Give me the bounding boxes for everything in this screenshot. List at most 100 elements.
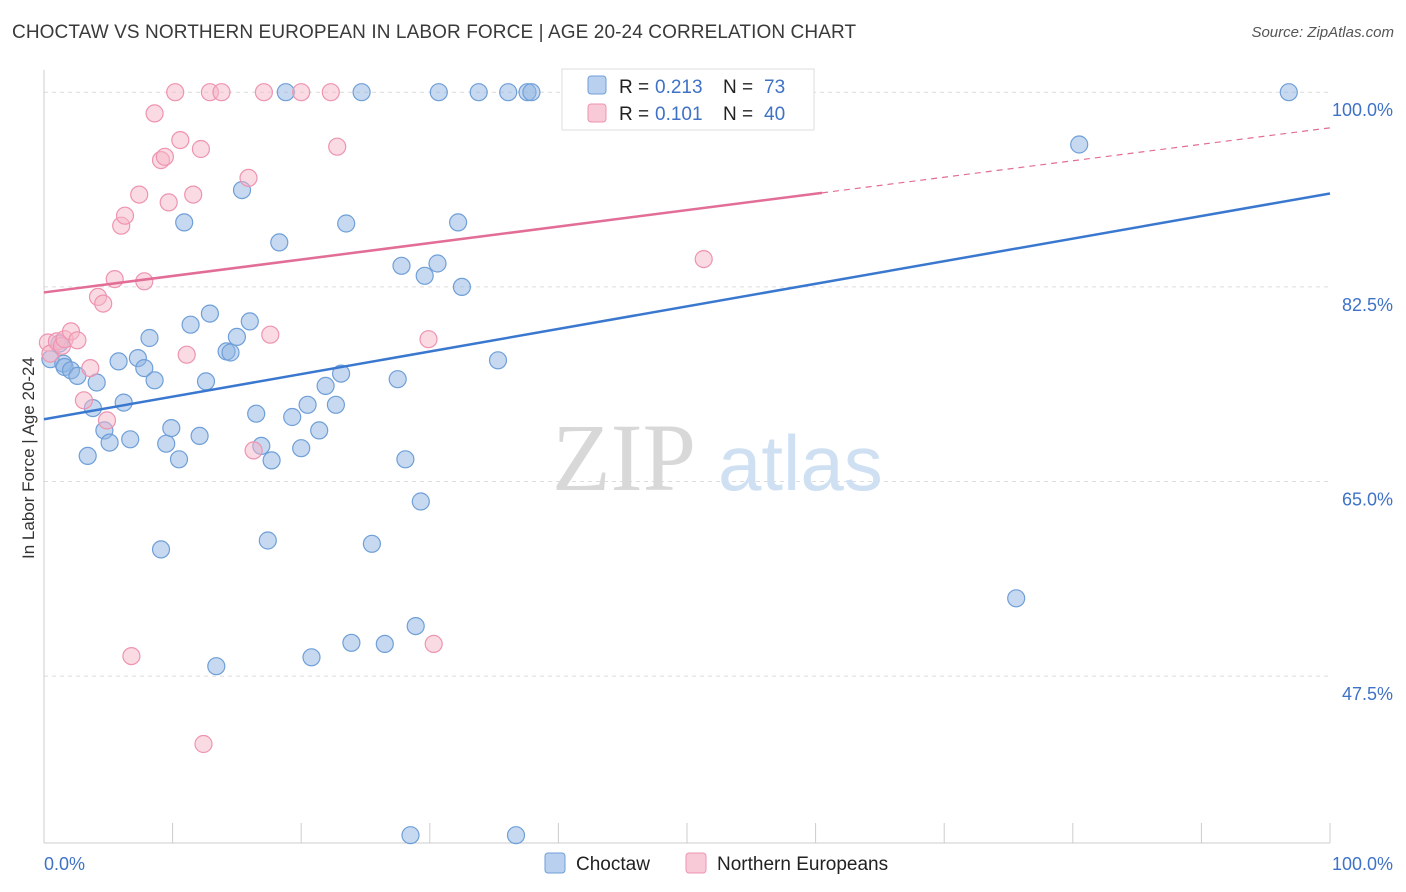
point-northern-europeans-18 xyxy=(145,104,164,123)
point-northern-europeans-8 xyxy=(81,359,100,378)
point-choctaw-36 xyxy=(262,451,281,470)
point-choctaw-10 xyxy=(100,433,119,452)
trend-northern-europeans xyxy=(43,191,823,294)
point-choctaw-23 xyxy=(181,315,200,334)
point-choctaw-62 xyxy=(452,277,471,296)
point-choctaw-47 xyxy=(337,214,356,233)
point-northern-europeans-15 xyxy=(122,646,141,666)
point-choctaw-32 xyxy=(240,312,259,331)
point-choctaw-24 xyxy=(190,426,209,445)
point-choctaw-69 xyxy=(1007,589,1026,608)
legend-n-value-1: 73 xyxy=(764,77,785,98)
point-choctaw-46 xyxy=(332,364,351,383)
point-choctaw-20 xyxy=(162,419,181,438)
chart-title: CHOCTAW VS NORTHERN EUROPEAN IN LABOR FO… xyxy=(12,22,857,43)
y-tick-label-1: 82.5% xyxy=(1342,295,1393,315)
point-choctaw-33 xyxy=(247,404,266,423)
point-choctaw-38 xyxy=(276,83,295,102)
point-choctaw-27 xyxy=(207,657,226,676)
legend-r-value-1: 0.213 xyxy=(655,77,703,98)
point-choctaw-56 xyxy=(406,616,425,636)
legend-r-value-2: 0.101 xyxy=(655,104,703,125)
point-northern-europeans-38 xyxy=(424,634,443,654)
point-choctaw-65 xyxy=(499,83,518,102)
point-choctaw-63 xyxy=(469,83,488,102)
point-choctaw-41 xyxy=(298,395,317,414)
legend-n-value-2: 40 xyxy=(764,104,785,125)
point-northern-europeans-22 xyxy=(166,83,185,102)
point-choctaw-40 xyxy=(292,439,311,458)
point-choctaw-71 xyxy=(1279,83,1298,102)
trend-choctaw xyxy=(43,192,1331,421)
x-tick-label-0: 0.0% xyxy=(44,854,85,874)
point-choctaw-6 xyxy=(78,446,97,465)
legend-swatch-choctaw xyxy=(587,75,607,95)
point-choctaw-70 xyxy=(1070,135,1089,154)
point-northern-europeans-36 xyxy=(328,137,347,156)
point-northern-europeans-31 xyxy=(244,441,263,460)
point-northern-europeans-33 xyxy=(261,325,280,344)
legend-r-label-1: R = xyxy=(619,77,649,98)
watermark-zip: ZIP xyxy=(552,404,696,511)
point-northern-europeans-39 xyxy=(694,250,713,269)
point-choctaw-35 xyxy=(258,531,277,550)
bottom-legend-northern: Northern Europeans xyxy=(717,854,888,875)
point-northern-europeans-6 xyxy=(68,331,87,350)
point-choctaw-17 xyxy=(145,371,164,390)
legend-n-label-2: N = xyxy=(723,104,753,125)
point-choctaw-50 xyxy=(362,534,381,553)
bottom-swatch-northern xyxy=(685,852,707,874)
point-choctaw-26 xyxy=(200,304,219,323)
point-northern-europeans-20 xyxy=(155,147,174,166)
point-choctaw-66 xyxy=(506,826,526,845)
point-choctaw-15 xyxy=(135,359,154,378)
point-choctaw-45 xyxy=(326,395,345,414)
source-label: Source: ZipAtlas.com xyxy=(1251,24,1394,41)
bottom-swatch-choctaw xyxy=(544,852,566,874)
trend-lines xyxy=(43,127,1331,421)
point-choctaw-18 xyxy=(151,540,171,559)
point-northern-europeans-14 xyxy=(115,206,135,225)
point-choctaw-16 xyxy=(140,328,159,348)
point-choctaw-57 xyxy=(411,492,430,511)
point-choctaw-43 xyxy=(310,421,329,440)
point-choctaw-22 xyxy=(175,213,194,232)
point-northern-europeans-25 xyxy=(184,185,203,204)
point-northern-europeans-34 xyxy=(292,83,311,102)
point-northern-europeans-23 xyxy=(171,131,190,150)
point-choctaw-29 xyxy=(221,343,240,362)
point-northern-europeans-37 xyxy=(419,330,438,349)
data-points xyxy=(38,83,1298,845)
watermark: ZIP atlas xyxy=(552,404,883,511)
point-choctaw-58 xyxy=(415,266,434,285)
point-choctaw-30 xyxy=(227,327,246,346)
point-northern-europeans-24 xyxy=(177,345,196,364)
series-legend: Choctaw Northern Europeans xyxy=(544,852,888,875)
watermark-atlas: atlas xyxy=(718,419,883,507)
point-choctaw-68 xyxy=(522,83,541,102)
point-northern-europeans-29 xyxy=(212,83,231,102)
point-choctaw-53 xyxy=(392,256,411,275)
point-northern-europeans-7 xyxy=(74,391,94,410)
point-choctaw-59 xyxy=(428,254,447,273)
point-northern-europeans-10 xyxy=(94,294,113,313)
point-choctaw-37 xyxy=(270,233,289,252)
point-northern-europeans-27 xyxy=(194,734,213,754)
legend-r-label-2: R = xyxy=(619,104,649,125)
point-choctaw-54 xyxy=(401,826,420,845)
point-northern-europeans-30 xyxy=(239,168,258,187)
point-choctaw-42 xyxy=(302,648,321,667)
point-choctaw-13 xyxy=(121,430,140,449)
point-choctaw-64 xyxy=(488,351,508,370)
point-choctaw-55 xyxy=(396,450,415,469)
point-choctaw-49 xyxy=(352,83,371,102)
point-northern-europeans-11 xyxy=(97,411,117,430)
point-choctaw-39 xyxy=(283,407,302,427)
point-choctaw-12 xyxy=(114,393,133,412)
point-choctaw-44 xyxy=(316,376,335,395)
trend-extension-northern-europeans xyxy=(821,127,1331,194)
point-northern-europeans-16 xyxy=(130,185,149,204)
axes xyxy=(43,70,1331,844)
stats-legend: R = 0.213 N = 73 R = 0.101 N = 40 xyxy=(561,68,815,131)
